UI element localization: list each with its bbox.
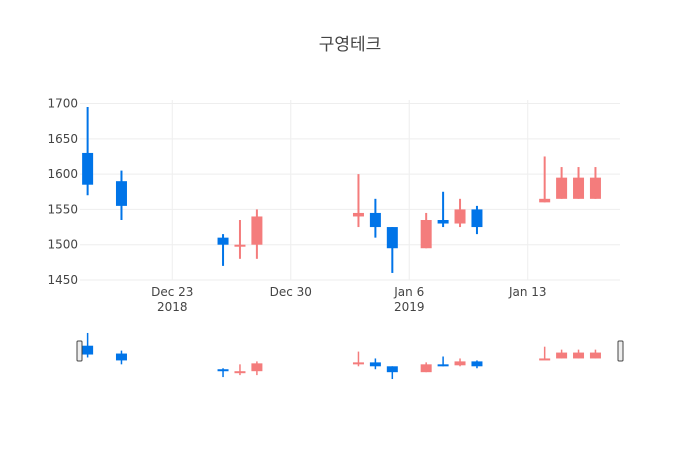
- candle-body: [556, 177, 568, 199]
- candle: [573, 167, 585, 199]
- candle: [234, 220, 246, 259]
- y-tick-label: 1600: [47, 167, 78, 181]
- candle: [589, 167, 601, 199]
- range-slider-right-handle[interactable]: [617, 340, 624, 362]
- y-tick-label: 1650: [47, 132, 78, 146]
- x-tick-year-label: 2018: [157, 300, 188, 314]
- candle: [386, 227, 398, 273]
- candle-body: [437, 220, 449, 224]
- slider-candle: [437, 356, 449, 367]
- slider-candle: [369, 358, 381, 370]
- y-axis-ticks: 1450 1500 1550 1600 1650 1700: [47, 97, 78, 287]
- slider-candle-body: [589, 352, 601, 359]
- y-tick-label: 1550: [47, 202, 78, 216]
- candle: [420, 212, 432, 249]
- candle-body: [420, 220, 432, 249]
- candle-body: [234, 244, 246, 247]
- x-tick-label: Jan 13: [508, 285, 547, 299]
- candle-body: [471, 209, 483, 228]
- slider-candle: [454, 358, 466, 367]
- range-slider-bg[interactable]: [80, 331, 620, 381]
- candle-body: [573, 177, 585, 199]
- slider-candle-body: [454, 361, 466, 366]
- candle: [352, 174, 364, 228]
- slider-candle-body: [556, 352, 568, 359]
- slider-candle-body: [420, 364, 432, 373]
- candles: [82, 107, 601, 273]
- slider-candle: [82, 332, 94, 358]
- candle: [454, 198, 466, 228]
- range-slider-left-handle[interactable]: [76, 340, 83, 362]
- slider-candle: [217, 368, 229, 378]
- slider-candle-body: [386, 366, 398, 373]
- slider-candle: [386, 366, 398, 380]
- y-tick-label: 1450: [47, 273, 78, 287]
- candle: [437, 191, 449, 228]
- slider-candle: [234, 364, 246, 376]
- candle-body: [82, 152, 94, 185]
- candle-body: [251, 216, 263, 245]
- candle: [115, 170, 127, 220]
- slider-candle: [352, 351, 364, 367]
- slider-candle-body: [234, 371, 246, 374]
- grid: [80, 100, 620, 281]
- y-tick-label: 1700: [47, 97, 78, 111]
- slider-candle-body: [539, 358, 551, 361]
- candle-body: [352, 212, 364, 217]
- slider-candle: [573, 349, 585, 359]
- slider-candle-body: [115, 353, 127, 361]
- candle-body: [369, 212, 381, 228]
- slider-candle-body: [369, 362, 381, 367]
- slider-candle: [589, 349, 601, 359]
- x-tick-label: Jan 6: [393, 285, 424, 299]
- slider-candle-body: [573, 352, 585, 359]
- slider-candle: [471, 360, 483, 369]
- range-slider[interactable]: [76, 331, 624, 381]
- slider-candle-body: [352, 362, 364, 365]
- candle-body: [454, 209, 466, 224]
- y-tick-label: 1500: [47, 238, 78, 252]
- slider-candle-body: [82, 345, 94, 355]
- candle-body: [217, 237, 229, 245]
- candle-body: [539, 198, 551, 203]
- slider-candle: [556, 349, 568, 359]
- candle: [369, 198, 381, 238]
- range-slider-candles: [82, 332, 601, 380]
- slider-candle-body: [217, 369, 229, 372]
- candle: [251, 209, 263, 259]
- chart-title: 구영테크: [319, 35, 382, 55]
- x-tick-year-label: 2019: [394, 300, 425, 314]
- slider-candle-body: [471, 361, 483, 367]
- slider-candle: [420, 362, 432, 373]
- x-tick-label: Dec 30: [270, 285, 312, 299]
- candle: [82, 107, 94, 196]
- candle: [217, 234, 229, 266]
- candle: [539, 156, 551, 203]
- candle: [471, 205, 483, 235]
- candle-body: [386, 227, 398, 249]
- slider-candle: [115, 350, 127, 365]
- candle-body: [115, 181, 127, 206]
- x-tick-label: Dec 23: [151, 285, 193, 299]
- slider-candle: [251, 361, 263, 376]
- slider-candle-body: [251, 363, 263, 372]
- candle-body: [589, 177, 601, 199]
- candle: [556, 167, 568, 199]
- slider-candle: [539, 346, 551, 361]
- slider-candle-body: [437, 364, 449, 367]
